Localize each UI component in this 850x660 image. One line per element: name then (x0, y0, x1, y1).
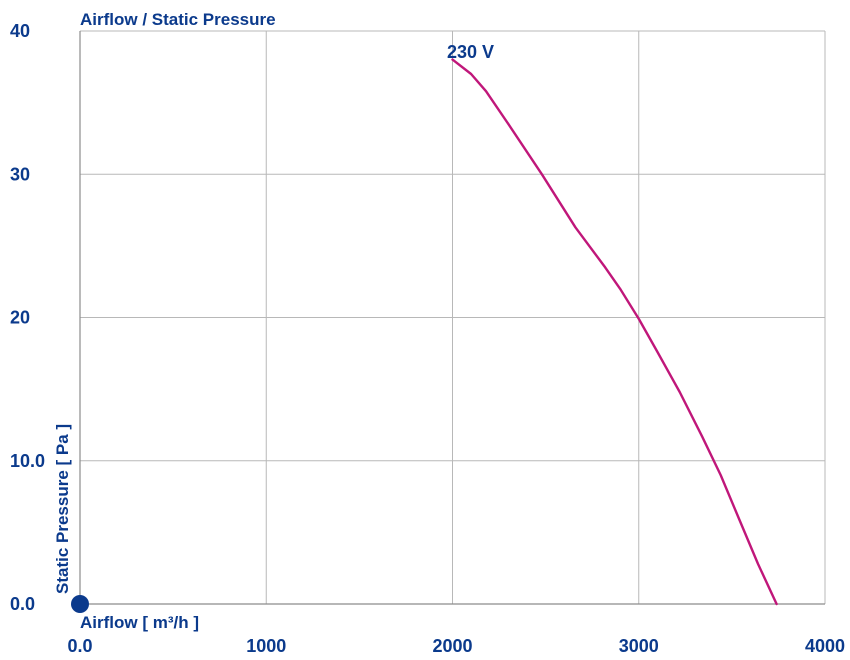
y-tick-label: 10.0 (10, 451, 45, 471)
y-tick-label: 0.0 (10, 594, 35, 614)
text-layer: Airflow / Static Pressure Airflow [ m³/h… (10, 10, 845, 656)
x-tick-label: 0.0 (67, 636, 92, 656)
series-label-230v: 230 V (447, 42, 494, 62)
y-tick-label: 20 (10, 308, 30, 328)
series-layer (71, 58, 778, 613)
x-axis-label: Airflow [ m³/h ] (80, 613, 199, 632)
grid-layer (79, 30, 826, 605)
axis-layer (79, 31, 825, 605)
y-tick-label: 40 (10, 21, 30, 41)
x-tick-label: 3000 (619, 636, 659, 656)
origin-point-marker (71, 595, 89, 613)
x-tick-label: 4000 (805, 636, 845, 656)
series-line-230v (451, 58, 778, 606)
chart-title: Airflow / Static Pressure (80, 10, 276, 29)
y-axis-label: Static Pressure [ Pa ] (53, 424, 72, 594)
x-tick-label: 2000 (432, 636, 472, 656)
x-tick-label: 1000 (246, 636, 286, 656)
y-tick-label: 30 (10, 164, 30, 184)
